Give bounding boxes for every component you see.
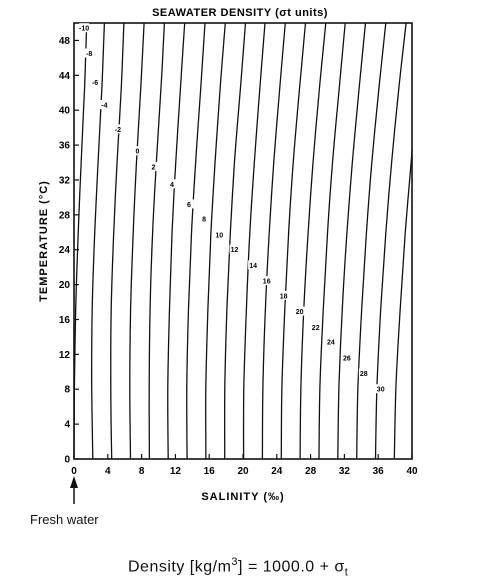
contour-label: 16 [263, 279, 271, 286]
contour-label-bg [79, 23, 90, 33]
contour-label: -4 [101, 103, 107, 110]
contour-label-bg [375, 384, 386, 394]
x-tick-label: 32 [339, 466, 351, 477]
contour-label-bg [261, 276, 272, 286]
contour-label-bg [183, 199, 194, 209]
x-tick-label: 28 [305, 466, 317, 477]
contour-line-7 [205, 22, 226, 460]
contour-label: 12 [231, 247, 239, 254]
contour-line-9 [242, 22, 266, 460]
contour-label: 24 [327, 340, 335, 347]
x-tick-label: 24 [271, 466, 283, 477]
contour-line-1 [91, 22, 106, 460]
contour-label-bg [358, 368, 369, 378]
contour-label: 28 [360, 371, 368, 378]
formula-prefix: Density [kg/m [128, 558, 232, 576]
y-tick-label: 20 [59, 280, 71, 291]
contour-label-bg [294, 306, 305, 316]
y-tick-label: 36 [59, 141, 71, 152]
contour-label-bg [112, 124, 123, 134]
y-tick-label: 12 [59, 350, 71, 361]
fresh-water-label: Fresh water [30, 512, 99, 527]
contour-label-bg [148, 161, 159, 171]
x-tick-label: 36 [373, 466, 385, 477]
y-tick-label: 28 [59, 210, 71, 221]
contour-label-bg [248, 260, 259, 270]
contour-label-bg [214, 229, 225, 239]
contour-line-0 [73, 22, 88, 460]
contour-label: 20 [296, 309, 304, 316]
contour-line-14 [337, 22, 367, 460]
contour-label-bg [199, 214, 210, 224]
contour-label: 10 [215, 232, 223, 239]
contour-label: 30 [377, 387, 385, 394]
contour-label: -10 [79, 26, 89, 33]
contour-line-2 [110, 22, 125, 460]
contour-label: -6 [92, 80, 98, 87]
x-tick-label: 8 [139, 466, 145, 477]
contour-label-bg [229, 244, 240, 254]
contour-label-bg [310, 322, 321, 332]
contour-label: 0 [135, 149, 139, 156]
contour-label: 4 [170, 182, 174, 189]
y-tick-label: 0 [64, 455, 70, 466]
plot-frame [73, 22, 413, 460]
contour-label: -8 [86, 51, 92, 58]
contour-label-bg [90, 77, 101, 87]
formula-subscript: t [344, 566, 349, 579]
contour-line-10 [261, 22, 286, 460]
x-tick-label: 20 [237, 466, 249, 477]
contour-label-bg [341, 352, 352, 362]
x-tick-label: 40 [406, 466, 418, 477]
y-tick-label: 48 [59, 36, 71, 47]
contour-label-bg [167, 179, 177, 189]
fresh-water-arrow [70, 476, 78, 504]
contour-label: 2 [151, 164, 155, 171]
contour-line-11 [280, 22, 307, 460]
contour-line-4 [148, 22, 166, 460]
density-contours [73, 22, 413, 460]
x-tick-label: 12 [170, 466, 182, 477]
y-tick-label: 32 [59, 175, 71, 186]
y-axis-label: TEMPERATURE (°C) [38, 180, 50, 302]
contour-label: 22 [312, 325, 320, 332]
x-axis-ticks: 0 4 8 12 16 20 24 28 32 36 40 [71, 454, 418, 477]
y-tick-label: 16 [59, 315, 71, 326]
contour-line-12 [299, 22, 327, 460]
contour-line-13 [318, 22, 346, 460]
x-tick-label: 0 [71, 466, 77, 477]
contour-label: 26 [343, 355, 351, 362]
y-tick-label: 24 [59, 245, 71, 256]
y-tick-label: 4 [64, 420, 70, 431]
y-tick-label: 40 [59, 106, 71, 117]
contour-line-8 [224, 22, 247, 460]
x-axis-label: SALINITY (‰) [201, 491, 284, 503]
contour-label: 8 [202, 217, 206, 224]
y-tick-label: 8 [64, 385, 70, 396]
contour-line-3 [129, 22, 145, 460]
contour-label: 6 [187, 202, 191, 209]
contour-label-bg [99, 100, 110, 109]
contour-label-bg [84, 48, 95, 58]
contour-label: -2 [115, 127, 121, 134]
contour-line-6 [186, 22, 206, 460]
contour-label: 14 [249, 263, 257, 270]
x-tick-label: 16 [204, 466, 216, 477]
contour-label-bg [132, 146, 143, 156]
formula-exponent: 3 [231, 556, 239, 568]
contour-line-5 [167, 22, 186, 460]
x-tick-label: 4 [105, 466, 111, 477]
y-tick-label: 44 [59, 71, 71, 82]
contour-line-15 [356, 22, 387, 460]
formula-middle: ] = 1000.0 + σ [238, 558, 345, 576]
contour-label-bg [278, 290, 289, 300]
density-formula: Density [kg/m3] = 1000.0 + σt [128, 556, 348, 579]
chart-title: SEAWATER DENSITY (σt units) [152, 7, 328, 19]
contour-label: 18 [280, 293, 288, 300]
contour-line-17 [393, 149, 413, 460]
contour-label-bg [325, 337, 336, 347]
